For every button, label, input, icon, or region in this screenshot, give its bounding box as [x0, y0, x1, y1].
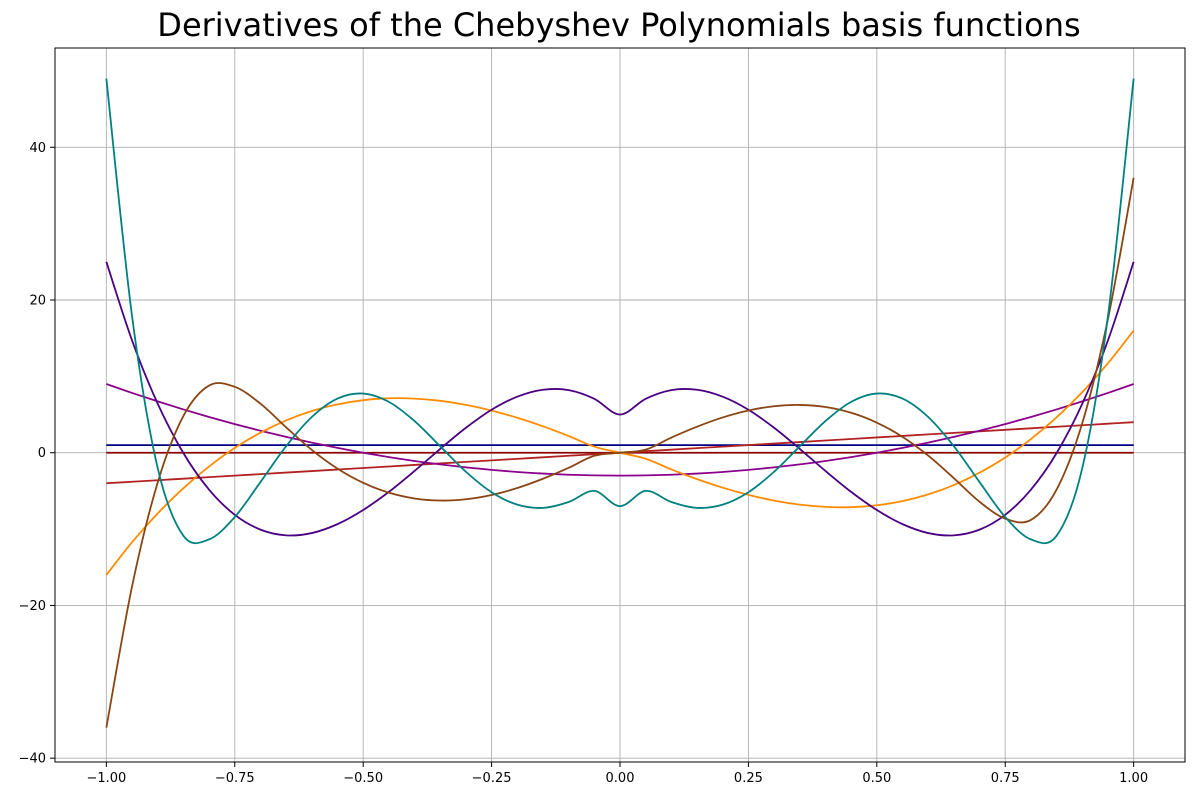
series-line-3: [106, 383, 1134, 477]
tick-layer: −1.00 −0.75 −0.50 −0.25 0.00 0.25 0.50 0.75 1.00…: [19, 141, 1149, 786]
grid-layer: [55, 48, 1185, 762]
y-tick-label: 20: [29, 294, 46, 309]
x-tick-label: 0.75: [991, 771, 1020, 786]
chart-title: Derivatives of the Chebyshev Polynomials…: [157, 6, 1081, 44]
x-tick-label: 0.00: [606, 771, 635, 786]
y-tick-label: 0: [38, 446, 46, 461]
series-line-6: [105, 177, 1135, 728]
x-tick-label: 0.50: [862, 771, 891, 786]
x-tick-label: 1.00: [1119, 771, 1148, 786]
series-layer: [105, 78, 1135, 728]
y-tick-label: −40: [19, 752, 46, 767]
x-tick-label: −0.75: [215, 771, 255, 786]
x-tick-label: 0.25: [734, 771, 763, 786]
x-tick-label: −0.25: [472, 771, 512, 786]
y-tick-label: 40: [29, 141, 46, 156]
series-line-5: [105, 261, 1135, 537]
series-line-7: [105, 78, 1135, 545]
y-tick-label: −20: [19, 599, 46, 614]
x-tick-label: −0.50: [343, 771, 383, 786]
x-tick-label: −1.00: [86, 771, 126, 786]
